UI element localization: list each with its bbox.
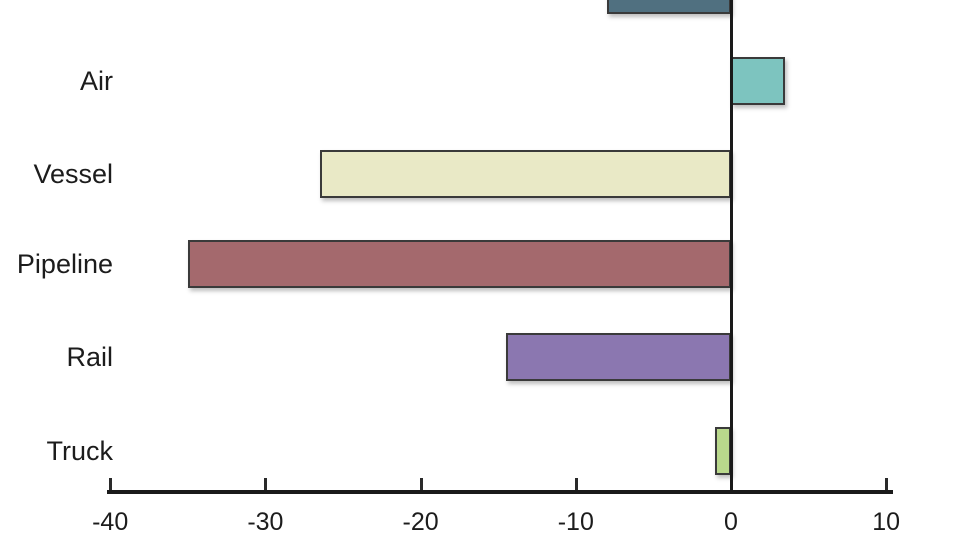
x-tick-label--30: -30 bbox=[247, 508, 284, 536]
x-tick--10 bbox=[574, 478, 578, 490]
category-label-vessel: Vessel bbox=[33, 158, 113, 189]
category-label-air: Air bbox=[80, 66, 113, 96]
bar-truck bbox=[715, 427, 731, 475]
x-tick-label-10: 10 bbox=[872, 508, 901, 536]
category-label-rail: Rail bbox=[66, 342, 113, 372]
category-label-pipeline: Pipeline bbox=[16, 249, 113, 279]
x-tick--30 bbox=[264, 478, 268, 490]
x-tick-label--10: -10 bbox=[557, 508, 594, 536]
category-label-truck: Truck bbox=[46, 436, 114, 466]
x-tick-label--20: -20 bbox=[402, 508, 439, 536]
zero-baseline bbox=[730, 0, 733, 494]
x-axis-line bbox=[107, 490, 893, 494]
x-tick--20 bbox=[419, 478, 423, 490]
bar-vessel bbox=[319, 149, 731, 198]
x-tick-label-0: 0 bbox=[724, 508, 738, 536]
bar-air bbox=[731, 57, 786, 105]
bar-rail bbox=[505, 333, 731, 381]
bar-clipped-top bbox=[606, 0, 731, 14]
x-tick-label--40: -40 bbox=[92, 508, 129, 536]
x-tick-10 bbox=[885, 478, 889, 490]
x-tick--40 bbox=[109, 478, 113, 490]
bar-pipeline bbox=[187, 240, 731, 288]
